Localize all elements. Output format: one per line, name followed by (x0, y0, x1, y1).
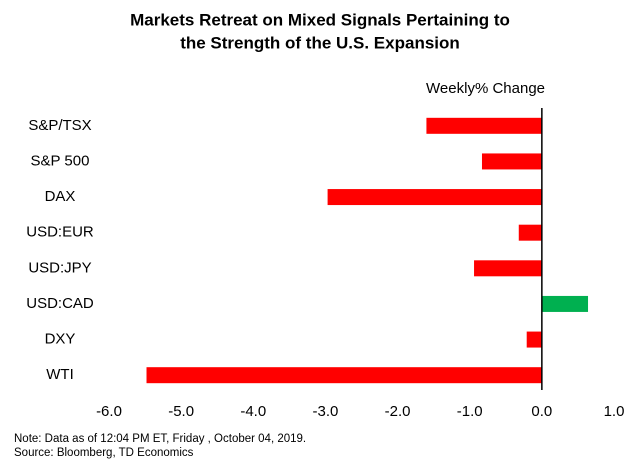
x-tick-label: -6.0 (96, 403, 122, 420)
y-tick-label: USD:EUR (26, 224, 94, 241)
bar (526, 331, 542, 348)
y-tick-label: S&P/TSX (28, 117, 91, 134)
x-tick-label: -3.0 (312, 403, 338, 420)
chart-title: the Strength of the U.S. Expansion (180, 33, 460, 52)
note: Note: Data as of 12:04 PM ET, Friday , O… (14, 433, 306, 445)
x-tick-label: -4.0 (240, 403, 266, 420)
y-tick-label: WTI (46, 366, 74, 383)
bar (146, 367, 542, 384)
y-tick-label: DXY (45, 331, 76, 348)
bar (518, 224, 542, 241)
x-tick-label: 0.0 (531, 403, 552, 420)
axis-label: Weekly% Change (426, 80, 545, 97)
bar (541, 295, 589, 312)
x-tick-label: 1.0 (604, 403, 625, 420)
x-tick-label: -5.0 (168, 403, 194, 420)
y-tick-label: S&P 500 (31, 152, 90, 169)
bar (474, 260, 542, 277)
y-tick-label: USD:JPY (28, 259, 91, 276)
bar (327, 189, 542, 206)
y-tick-label: DAX (45, 188, 76, 205)
x-tick-label: -1.0 (457, 403, 483, 420)
bar (481, 153, 542, 170)
chart-title: Markets Retreat on Mixed Signals Pertain… (130, 10, 510, 29)
y-tick-label: USD:CAD (26, 295, 94, 312)
bar (426, 117, 542, 134)
note: Source: Bloomberg, TD Economics (14, 447, 194, 459)
x-tick-label: -2.0 (385, 403, 411, 420)
